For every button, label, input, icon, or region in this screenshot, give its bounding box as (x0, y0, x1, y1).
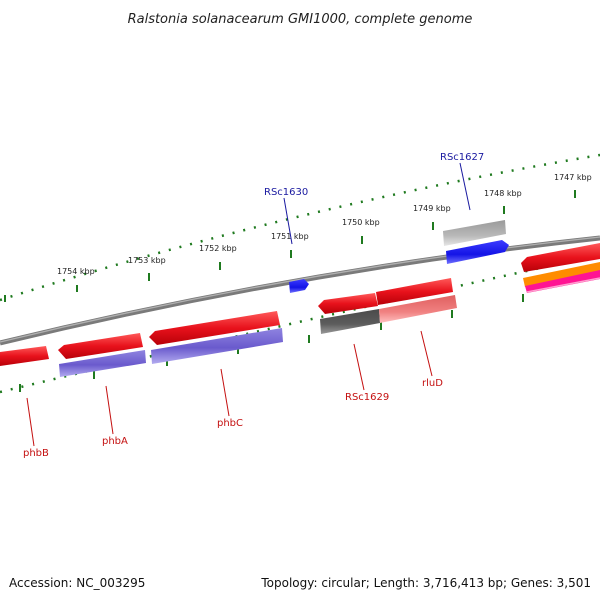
top-strand-genes (289, 220, 509, 293)
gene-label-rlud: rluD (422, 378, 443, 389)
position-labels: 1754 kbp 1753 kbp 1752 kbp 1751 kbp 1750… (57, 173, 592, 276)
gene-label-phbb: phbB (23, 448, 49, 459)
gene-label-phbc: phbC (217, 418, 243, 429)
position-label-1747: 1747 kbp (554, 173, 592, 182)
gene-purple-phba[interactable] (59, 350, 146, 377)
position-label-1752: 1752 kbp (199, 244, 237, 253)
gene-red-phbc[interactable] (149, 311, 280, 345)
gene-red-rsc1629[interactable] (318, 293, 378, 314)
gene-pink-rlud[interactable] (379, 295, 457, 323)
inner-scale-line (0, 253, 600, 394)
gene-blue-rsc1627[interactable] (446, 240, 509, 264)
gene-darkgray-rsc1629[interactable] (320, 309, 380, 334)
position-label-1750: 1750 kbp (342, 218, 380, 227)
gene-blue-rsc1630[interactable] (289, 279, 309, 293)
bottom-strand-genes (0, 243, 600, 377)
accession-text: Accession: NC_003295 (9, 576, 145, 590)
gene-orange-right[interactable] (523, 262, 600, 287)
position-label-1754: 1754 kbp (57, 267, 95, 276)
gene-gray-rsc1627[interactable] (443, 220, 506, 246)
position-label-1751: 1751 kbp (271, 232, 309, 241)
gene-magenta-right-edge (526, 277, 600, 293)
gene-red-phba[interactable] (58, 333, 143, 359)
gene-label-rsc1627: RSc1627 (440, 152, 484, 163)
bottom-leader-lines (26, 330, 433, 447)
top-leader-lines (283, 162, 471, 245)
outer-major-ticks (4, 190, 576, 302)
gene-magenta-right[interactable] (525, 270, 600, 293)
genome-backbone-highlight (0, 236, 600, 343)
position-label-1753: 1753 kbp (128, 256, 166, 265)
genome-summary-text: Topology: circular; Length: 3,716,413 bp… (260, 576, 591, 590)
gene-red-rlud[interactable] (376, 278, 453, 305)
gene-red-right[interactable] (521, 243, 600, 272)
gene-label-rsc1630: RSc1630 (264, 187, 308, 198)
gene-label-rsc1629: RSc1629 (345, 392, 389, 403)
map-title: Ralstonia solanacearum GMI1000, complete… (128, 12, 473, 27)
gene-label-phba: phbA (102, 436, 128, 447)
position-label-1749: 1749 kbp (413, 204, 451, 213)
position-label-1748: 1748 kbp (484, 189, 522, 198)
gene-purple-phbc[interactable] (151, 328, 283, 364)
gene-red-left[interactable] (0, 346, 49, 366)
